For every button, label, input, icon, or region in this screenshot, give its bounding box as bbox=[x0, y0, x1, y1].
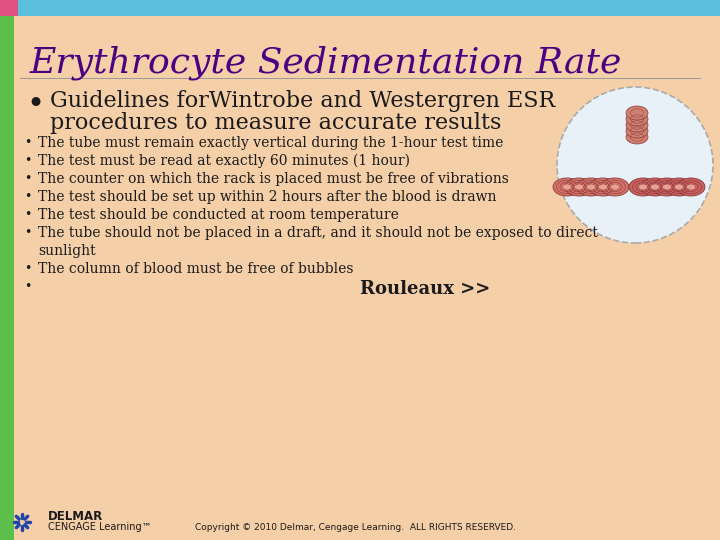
Ellipse shape bbox=[626, 118, 648, 132]
Ellipse shape bbox=[665, 178, 693, 196]
Text: Copyright © 2010 Delmar, Cengage Learning.  ALL RIGHTS RESERVED.: Copyright © 2010 Delmar, Cengage Learnin… bbox=[195, 523, 516, 531]
Ellipse shape bbox=[629, 178, 657, 196]
Ellipse shape bbox=[553, 178, 581, 196]
Text: •: • bbox=[24, 136, 32, 149]
Text: •: • bbox=[24, 154, 32, 167]
Text: •: • bbox=[24, 208, 32, 221]
Ellipse shape bbox=[565, 178, 593, 196]
Text: The tube should not be placed in a draft, and it should not be exposed to direct: The tube should not be placed in a draft… bbox=[38, 226, 598, 240]
Ellipse shape bbox=[599, 184, 607, 190]
Text: The test should be conducted at room temperature: The test should be conducted at room tem… bbox=[38, 208, 399, 222]
Ellipse shape bbox=[601, 178, 629, 196]
Text: The test should be set up within 2 hours after the blood is drawn: The test should be set up within 2 hours… bbox=[38, 190, 497, 204]
Text: The tube must remain exactly vertical during the 1-hour test time: The tube must remain exactly vertical du… bbox=[38, 136, 503, 150]
Text: sunlight: sunlight bbox=[38, 244, 96, 258]
Ellipse shape bbox=[651, 184, 660, 190]
Ellipse shape bbox=[589, 178, 617, 196]
Text: DELMAR: DELMAR bbox=[48, 510, 103, 523]
Ellipse shape bbox=[626, 130, 648, 144]
Text: Guidelines for⁠Wintrobe and Westergren ESR: Guidelines for⁠Wintrobe and Westergren E… bbox=[50, 90, 555, 112]
Text: •: • bbox=[24, 172, 32, 185]
Ellipse shape bbox=[687, 184, 696, 190]
Text: Rouleaux >>: Rouleaux >> bbox=[360, 280, 490, 298]
Ellipse shape bbox=[563, 184, 571, 190]
Ellipse shape bbox=[626, 106, 648, 120]
Text: CENGAGE Learning™: CENGAGE Learning™ bbox=[48, 522, 151, 532]
Circle shape bbox=[557, 87, 713, 243]
Text: •: • bbox=[24, 262, 32, 275]
Bar bbox=[0, 16, 14, 540]
Text: The counter on which the rack is placed must be free of vibrations: The counter on which the rack is placed … bbox=[38, 172, 509, 186]
Ellipse shape bbox=[675, 184, 683, 190]
Text: •: • bbox=[24, 190, 32, 203]
Ellipse shape bbox=[587, 184, 595, 190]
Ellipse shape bbox=[575, 184, 583, 190]
Text: •: • bbox=[24, 280, 32, 293]
Text: •: • bbox=[26, 90, 44, 121]
Ellipse shape bbox=[653, 178, 681, 196]
Bar bbox=[0, 0, 18, 16]
Text: The test must be read at exactly 60 minutes (1 hour): The test must be read at exactly 60 minu… bbox=[38, 154, 410, 168]
Ellipse shape bbox=[639, 184, 647, 190]
Text: The column of blood must be free of bubbles: The column of blood must be free of bubb… bbox=[38, 262, 354, 276]
Ellipse shape bbox=[577, 178, 605, 196]
Bar bbox=[0, 0, 720, 16]
Text: •: • bbox=[24, 226, 32, 239]
Ellipse shape bbox=[663, 184, 671, 190]
Text: Erythrocyte Sedimentation Rate: Erythrocyte Sedimentation Rate bbox=[30, 45, 622, 79]
Ellipse shape bbox=[626, 124, 648, 138]
Ellipse shape bbox=[626, 112, 648, 126]
Text: procedures to measure accurate results: procedures to measure accurate results bbox=[50, 112, 501, 134]
Ellipse shape bbox=[677, 178, 705, 196]
Ellipse shape bbox=[611, 184, 619, 190]
Ellipse shape bbox=[641, 178, 669, 196]
